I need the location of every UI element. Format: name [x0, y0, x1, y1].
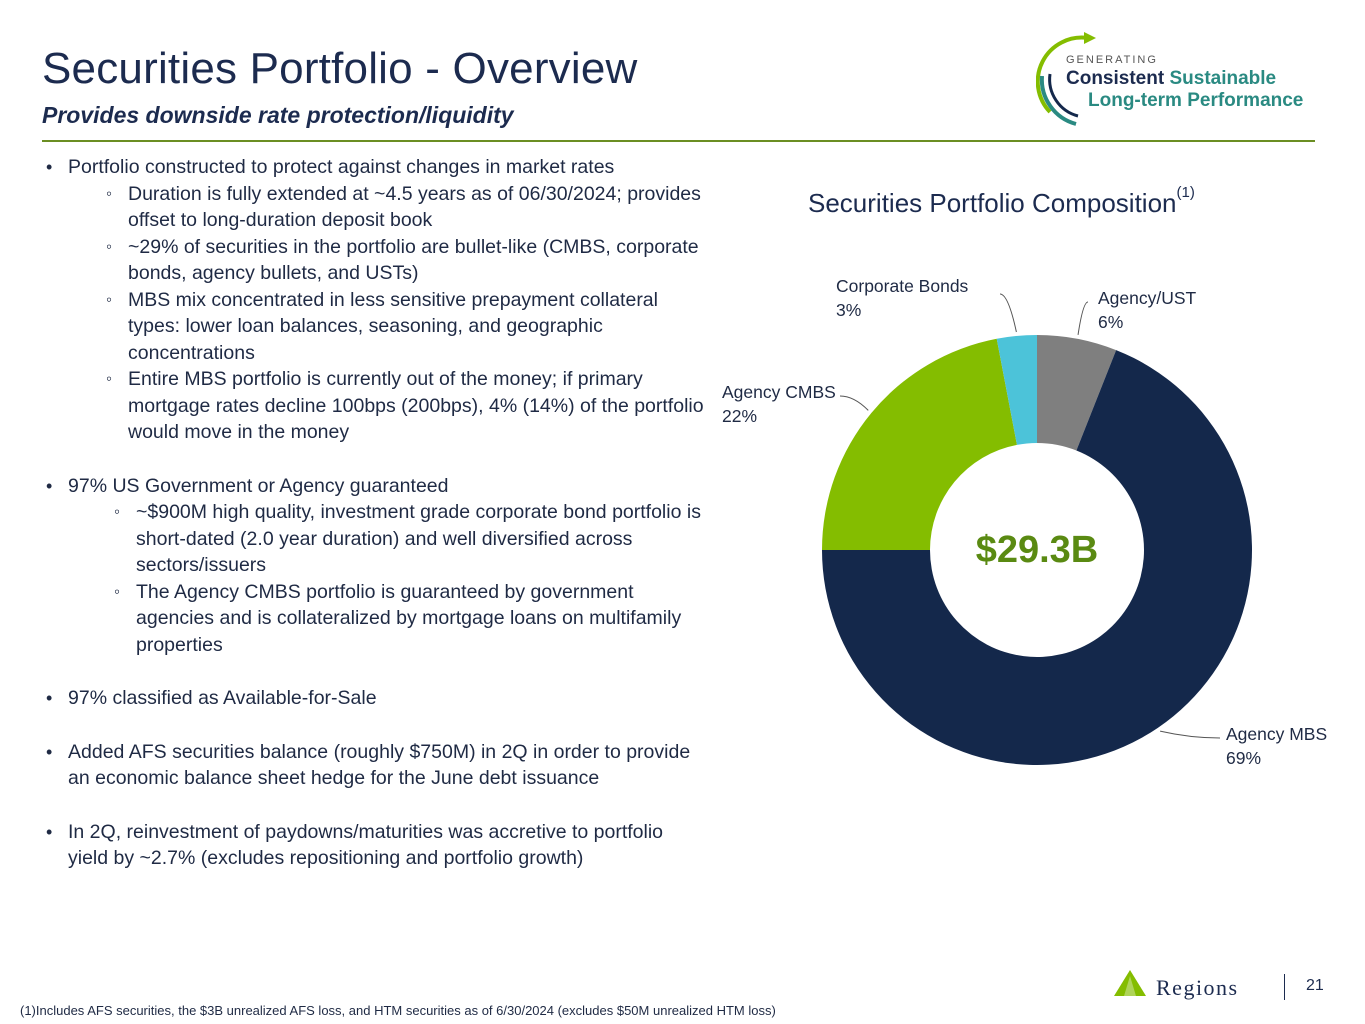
sub-bullet-item: MBS mix concentrated in less sensitive p…: [106, 287, 706, 367]
slice-value-label: 69%: [1226, 748, 1261, 768]
slice-name-label: Agency MBS: [1226, 724, 1327, 744]
slice-value-label: 6%: [1098, 312, 1123, 332]
page-number: 21: [1306, 977, 1324, 994]
regions-triangle-icon: [1114, 970, 1146, 996]
page-title: Securities Portfolio - Overview: [42, 44, 638, 93]
logo-small-text: GENERATING: [1066, 54, 1158, 66]
bullet-item: 97% US Government or Agency guaranteed ~…: [44, 473, 706, 659]
footnote: (1)Includes AFS securities, the $3B unre…: [20, 1003, 776, 1018]
brand-name: Regions: [1156, 975, 1239, 1000]
bullet-item: Portfolio constructed to protect against…: [44, 154, 706, 446]
slice-agency-cmbs: [822, 338, 1017, 550]
leader-line: [1077, 301, 1089, 335]
chart-title-note: (1): [1176, 184, 1195, 201]
page-subtitle: Provides downside rate protection/liquid…: [42, 102, 514, 128]
bullet-item: Added AFS securities balance (roughly $7…: [44, 739, 706, 792]
logo-line-2: Long-term Performance: [1088, 90, 1304, 111]
circular-arrow-icon: [1036, 32, 1096, 126]
donut-chart: Agency/UST 6% Agency MBS 69% Agency CMBS 22% C…: [722, 276, 1327, 768]
bullet-list: Portfolio constructed to protect against…: [44, 154, 706, 872]
regions-logo: Regions: [1112, 968, 1282, 1002]
leader-line: [1159, 730, 1221, 739]
slice-value-label: 22%: [722, 406, 757, 426]
slice-name-label: Agency/UST: [1098, 288, 1197, 308]
chart-title: Securities Portfolio Composition(1): [808, 184, 1195, 218]
sub-bullet-list: Duration is fully extended at ~4.5 years…: [68, 181, 706, 446]
sub-bullet-list: ~$900M high quality, investment grade co…: [68, 499, 706, 658]
sub-bullet-item: Duration is fully extended at ~4.5 years…: [106, 181, 706, 234]
title-divider: [42, 140, 1315, 142]
slice-corporate-bonds: [996, 335, 1037, 445]
logo-line-1: Consistent Sustainable: [1066, 68, 1277, 89]
slice-name-label: Agency CMBS: [722, 382, 836, 402]
leader-line: [999, 293, 1017, 333]
slice-agency-ust: [1037, 335, 1117, 451]
footer-divider: [1284, 974, 1285, 1000]
bullet-item: 97% classified as Available-for-Sale: [44, 685, 706, 712]
sub-bullet-item: Entire MBS portfolio is currently out of…: [106, 366, 706, 446]
chart-center-label: $29.3B: [976, 529, 1099, 571]
sub-bullet-item: The Agency CMBS portfolio is guaranteed …: [114, 579, 706, 659]
slice-name-label: Corporate Bonds: [836, 276, 969, 296]
leader-line: [839, 395, 869, 411]
sub-bullet-item: ~$900M high quality, investment grade co…: [114, 499, 706, 579]
slice-agency-mbs: [822, 350, 1252, 765]
bullet-item: In 2Q, reinvestment of paydowns/maturiti…: [44, 819, 706, 872]
generating-performance-logo: GENERATING Consistent Sustainable Long-t…: [1036, 24, 1326, 132]
slice-value-label: 3%: [836, 300, 861, 320]
sub-bullet-item: ~29% of securities in the portfolio are …: [106, 234, 706, 287]
